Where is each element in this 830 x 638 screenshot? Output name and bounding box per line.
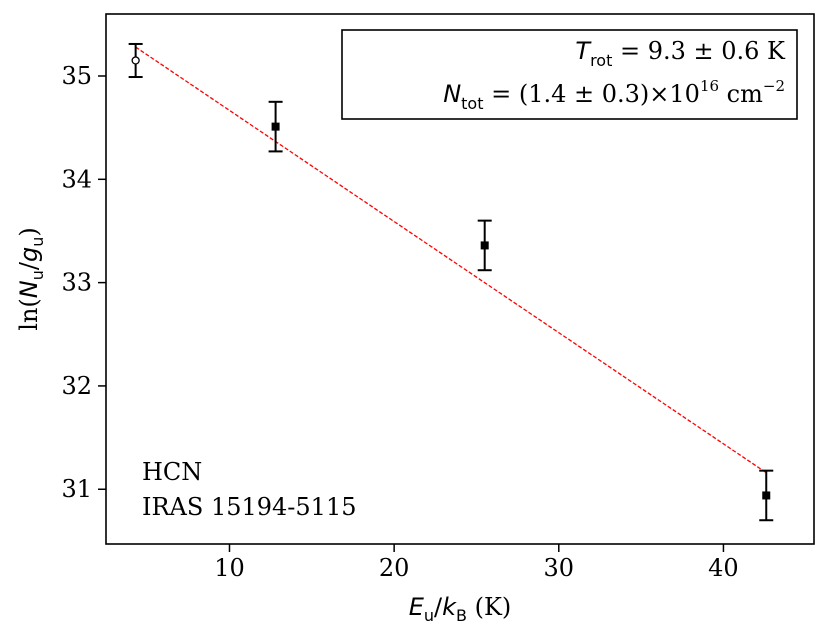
- y-tick-label: 31: [61, 475, 92, 503]
- data-point: [131, 56, 140, 65]
- data-point: [271, 122, 280, 131]
- y-tick-label: 35: [61, 62, 92, 90]
- y-axis-label: ln(Nu/gu): [15, 227, 47, 330]
- x-axis-label: Eu/kB (K): [409, 593, 512, 625]
- plot-area: [105, 13, 815, 545]
- y-tick-label: 34: [61, 165, 92, 193]
- data-point: [480, 241, 489, 250]
- annotation-box: [341, 29, 798, 120]
- x-tick-label: 20: [379, 554, 410, 582]
- y-tick-label: 33: [61, 269, 92, 297]
- x-tick-label: 40: [708, 554, 739, 582]
- data-point: [762, 491, 771, 500]
- y-tick-label: 32: [61, 372, 92, 400]
- annotation-ntot: Ntot = (1.4 ± 0.3)×1016 cm−2: [443, 77, 785, 113]
- annotation-trot: Trot = 9.3 ± 0.6 K: [575, 37, 786, 70]
- x-tick-label: 10: [214, 554, 245, 582]
- x-tick-label: 30: [544, 554, 575, 582]
- source-label: IRAS 15194-5115: [142, 493, 357, 521]
- species-label: HCN: [142, 458, 202, 486]
- fit-line: [135, 46, 767, 474]
